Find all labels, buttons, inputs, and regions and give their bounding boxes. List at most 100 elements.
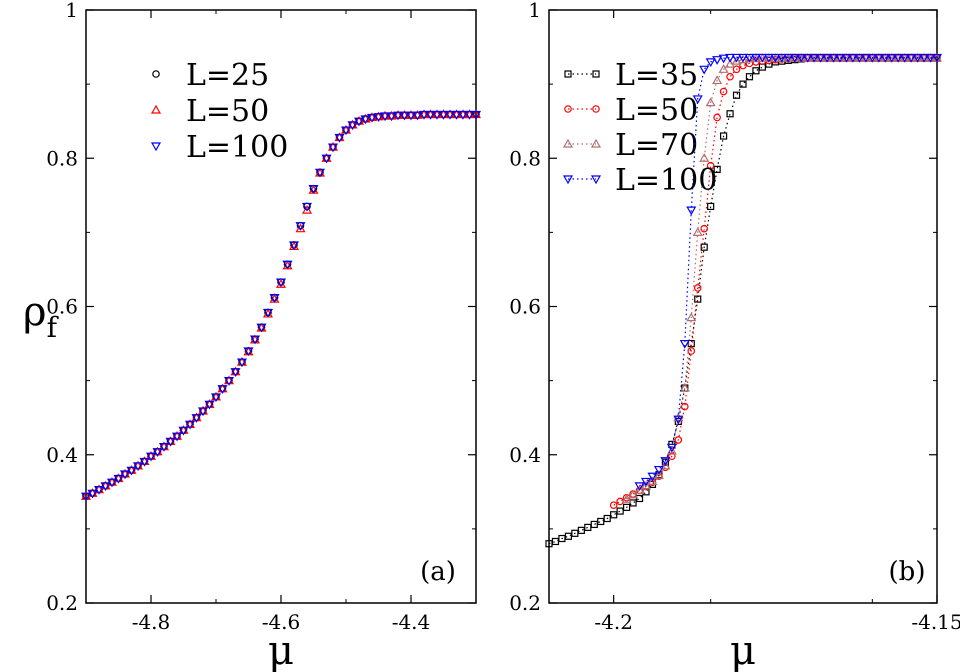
data-point — [707, 202, 715, 211]
x-tick-label: -4.8 — [132, 610, 171, 634]
data-point — [712, 56, 723, 65]
data-point — [597, 517, 605, 526]
data-point — [551, 537, 560, 546]
data-point — [360, 115, 371, 125]
data-point — [256, 323, 267, 333]
data-point — [822, 53, 833, 63]
data-point — [590, 520, 598, 529]
y-tick-label: 0.2 — [509, 591, 541, 615]
data-point — [230, 368, 241, 377]
data-point — [673, 415, 684, 425]
data-point — [653, 470, 664, 480]
data-point — [802, 53, 813, 63]
series-l-100 — [634, 53, 943, 492]
data-point — [321, 154, 332, 164]
data-point — [686, 206, 697, 216]
legend-marker — [150, 142, 162, 152]
data-point — [718, 64, 729, 73]
legend-label: L=100 — [186, 130, 288, 165]
data-point — [752, 67, 760, 75]
data-point — [282, 260, 293, 270]
data-point — [745, 73, 754, 81]
y-axis-label: ρf — [23, 289, 60, 344]
data-point — [815, 53, 826, 63]
series-line — [548, 57, 937, 545]
data-point — [726, 110, 734, 118]
data-point — [269, 294, 280, 303]
data-point — [931, 53, 943, 63]
data-point — [301, 204, 313, 214]
data-point — [451, 110, 462, 120]
data-point — [860, 53, 871, 63]
series-l-35 — [545, 54, 941, 548]
data-point — [347, 121, 358, 131]
data-point — [275, 278, 287, 288]
data-point — [635, 494, 644, 503]
data-point — [622, 503, 631, 511]
data-point — [718, 54, 729, 64]
data-point — [763, 53, 774, 63]
data-point — [712, 75, 723, 85]
data-point — [634, 485, 645, 494]
series-l-25 — [82, 110, 480, 501]
y-tick-label: 0.6 — [46, 295, 78, 319]
legend-marker — [590, 175, 602, 185]
x-axis-label: μ — [268, 628, 294, 672]
legend-marker — [564, 70, 572, 78]
data-point — [776, 53, 787, 63]
data-point — [674, 417, 682, 425]
data-point — [693, 284, 702, 292]
series-l-50 — [80, 109, 482, 500]
data-point — [757, 53, 768, 63]
legend-marker — [564, 105, 572, 113]
data-point — [719, 87, 728, 96]
data-point — [758, 63, 767, 71]
data-point — [660, 460, 671, 470]
data-point — [906, 53, 917, 63]
x-tick-label: -4.15 — [911, 610, 960, 634]
legend-marker — [562, 138, 574, 148]
data-point — [725, 53, 736, 63]
data-point — [191, 414, 202, 423]
legend-label: L=50 — [615, 93, 698, 128]
data-point — [692, 227, 703, 236]
data-point — [692, 95, 703, 105]
data-point — [770, 53, 781, 63]
data-point — [841, 53, 852, 63]
data-point — [210, 393, 222, 403]
data-point — [223, 377, 235, 386]
data-point — [431, 110, 443, 120]
data-point — [640, 477, 652, 487]
data-point — [165, 437, 176, 447]
data-point — [739, 80, 747, 88]
data-point — [647, 472, 658, 482]
data-point — [609, 501, 618, 509]
data-point — [379, 112, 391, 122]
data-point — [106, 478, 118, 488]
data-point — [418, 110, 430, 120]
data-point — [834, 53, 846, 63]
legend-marker — [150, 104, 162, 114]
data-point — [912, 53, 923, 63]
y-axis-label-symbol: ρ — [23, 289, 47, 335]
data-point — [399, 111, 410, 121]
y-tick-label: 1 — [65, 0, 78, 22]
data-point — [893, 53, 904, 63]
data-point — [301, 202, 313, 212]
y-tick-label: 0.8 — [46, 146, 78, 170]
panel-tag: (b) — [889, 557, 926, 587]
data-point — [584, 523, 592, 531]
legend-label: L=70 — [615, 128, 698, 163]
data-point — [295, 223, 306, 233]
data-point — [660, 457, 671, 466]
y-tick-label: 0.4 — [46, 443, 78, 467]
legend-marker — [152, 70, 160, 78]
data-point — [340, 126, 352, 136]
data-point — [412, 111, 423, 121]
data-point — [694, 295, 702, 303]
data-point — [425, 110, 436, 120]
y-tick-label: 0.6 — [509, 295, 541, 319]
data-point — [744, 53, 755, 63]
data-point — [366, 113, 378, 123]
panel-tag: (a) — [420, 557, 456, 587]
